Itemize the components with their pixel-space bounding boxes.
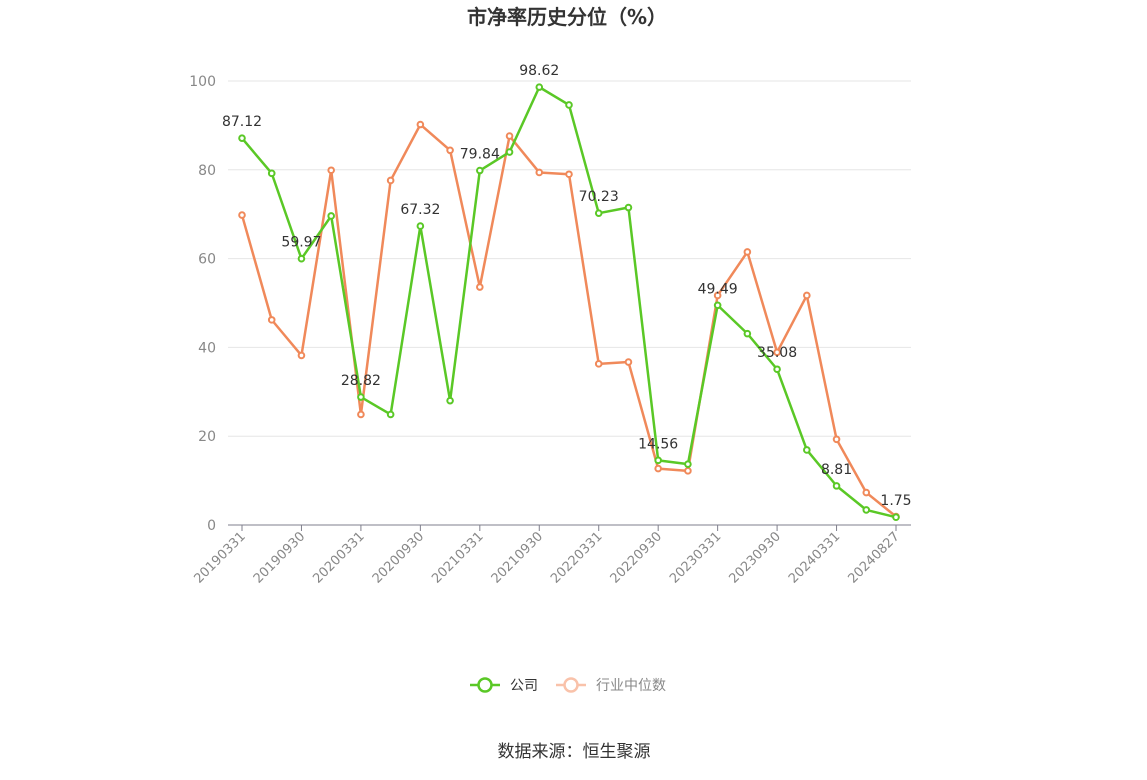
data-point[interactable] xyxy=(267,169,276,178)
data-point[interactable] xyxy=(476,283,484,291)
data-point[interactable] xyxy=(713,301,722,310)
data-point[interactable] xyxy=(297,254,306,263)
data-point[interactable] xyxy=(624,203,633,212)
x-tick-label: 20210930 xyxy=(489,529,546,586)
legend-label: 行业中位数 xyxy=(596,678,666,694)
data-point[interactable] xyxy=(416,222,425,230)
data-point[interactable] xyxy=(565,170,573,179)
data-point[interactable] xyxy=(594,360,603,368)
legend-marker xyxy=(563,677,579,693)
x-tick-label: 20210331 xyxy=(429,529,486,586)
data-label: 67.32 xyxy=(400,202,440,218)
legend-label: 公司 xyxy=(510,678,538,694)
data-point[interactable] xyxy=(327,166,335,175)
series-line-1 xyxy=(240,123,897,518)
x-tick-label: 20220930 xyxy=(608,529,665,586)
data-point[interactable] xyxy=(803,291,811,300)
data-point[interactable] xyxy=(505,132,514,140)
legend-marker xyxy=(477,677,493,693)
y-tick-label: 0 xyxy=(207,518,216,534)
y-tick-label: 40 xyxy=(198,340,216,356)
data-point[interactable] xyxy=(594,209,603,217)
data-label: 28.82 xyxy=(341,373,381,389)
data-point[interactable] xyxy=(684,467,692,475)
y-tick-label: 60 xyxy=(198,252,216,268)
data-labels: 87.12 59.97 28.82 67.32 79.84 98.62 70.23 14.56… xyxy=(222,63,912,509)
x-tick-label: 20190331 xyxy=(191,529,248,586)
data-point[interactable] xyxy=(535,168,544,177)
data-point[interactable] xyxy=(238,211,246,219)
x-tick-label: 20240827 xyxy=(845,529,902,586)
data-point[interactable] xyxy=(832,482,841,490)
y-tick-label: 80 xyxy=(198,163,216,179)
data-point[interactable] xyxy=(743,248,752,256)
data-point[interactable] xyxy=(892,513,900,522)
data-label: 59.97 xyxy=(281,235,321,251)
data-point[interactable] xyxy=(297,351,306,360)
data-point[interactable] xyxy=(773,365,781,374)
data-label: 87.12 xyxy=(222,114,262,130)
data-point[interactable] xyxy=(446,146,454,155)
data-point[interactable] xyxy=(476,166,484,175)
data-point[interactable] xyxy=(357,393,365,401)
data-point[interactable] xyxy=(446,396,454,405)
series-line-0 xyxy=(241,85,897,519)
data-label: 1.75 xyxy=(880,493,911,509)
data-point[interactable] xyxy=(238,134,246,142)
data-point[interactable] xyxy=(416,120,425,129)
data-label: 35.08 xyxy=(757,345,797,361)
data-point[interactable] xyxy=(684,460,692,468)
data-label: 98.62 xyxy=(519,63,559,79)
x-tick-label: 20240331 xyxy=(786,529,843,586)
data-label: 49.49 xyxy=(698,281,738,297)
data-label: 70.23 xyxy=(579,189,619,205)
legend-item-industry-median[interactable]: 行业中位数 xyxy=(556,677,666,694)
data-point[interactable] xyxy=(565,101,573,109)
data-point[interactable] xyxy=(803,446,811,454)
data-point[interactable] xyxy=(832,435,841,444)
data-point[interactable] xyxy=(624,358,633,366)
x-tick-label: 20230930 xyxy=(727,529,784,586)
data-point[interactable] xyxy=(327,212,335,220)
y-axis: 0 20 40 60 80 100 xyxy=(189,74,216,534)
data-point[interactable] xyxy=(713,291,722,300)
data-point[interactable] xyxy=(357,410,365,419)
data-source-note: 数据来源：恒生聚源 xyxy=(498,742,651,762)
x-tick-label: 20190930 xyxy=(251,529,308,586)
legend-item-company[interactable]: 公司 xyxy=(470,677,538,694)
data-point[interactable] xyxy=(743,329,752,338)
data-label: 8.81 xyxy=(821,462,852,478)
y-tick-label: 20 xyxy=(198,429,216,445)
data-point[interactable] xyxy=(773,348,781,357)
legend[interactable]: 公司 行业中位数 xyxy=(470,677,666,694)
y-tick-label: 100 xyxy=(189,74,216,90)
x-tick-label: 20200331 xyxy=(310,529,367,586)
grid-lines xyxy=(228,80,911,437)
data-point[interactable] xyxy=(267,316,276,324)
x-tick-label: 20230331 xyxy=(667,529,724,586)
data-point[interactable] xyxy=(386,176,395,185)
data-point[interactable] xyxy=(862,488,871,497)
x-tick-label: 20200930 xyxy=(370,529,427,586)
data-point[interactable] xyxy=(386,410,395,419)
x-axis: 20190331 20190930 20200331 20200930 20210331… xyxy=(191,524,911,587)
data-label: 14.56 xyxy=(638,436,678,452)
x-tick-label: 20220331 xyxy=(548,529,605,586)
series-group xyxy=(238,83,900,522)
chart-title: 市净率历史分位（%） xyxy=(467,5,667,29)
data-point[interactable] xyxy=(654,456,662,465)
data-point[interactable] xyxy=(535,83,544,91)
data-point[interactable] xyxy=(862,506,871,514)
data-label: 79.84 xyxy=(460,147,500,163)
data-point[interactable] xyxy=(654,464,662,473)
data-point[interactable] xyxy=(505,148,514,156)
